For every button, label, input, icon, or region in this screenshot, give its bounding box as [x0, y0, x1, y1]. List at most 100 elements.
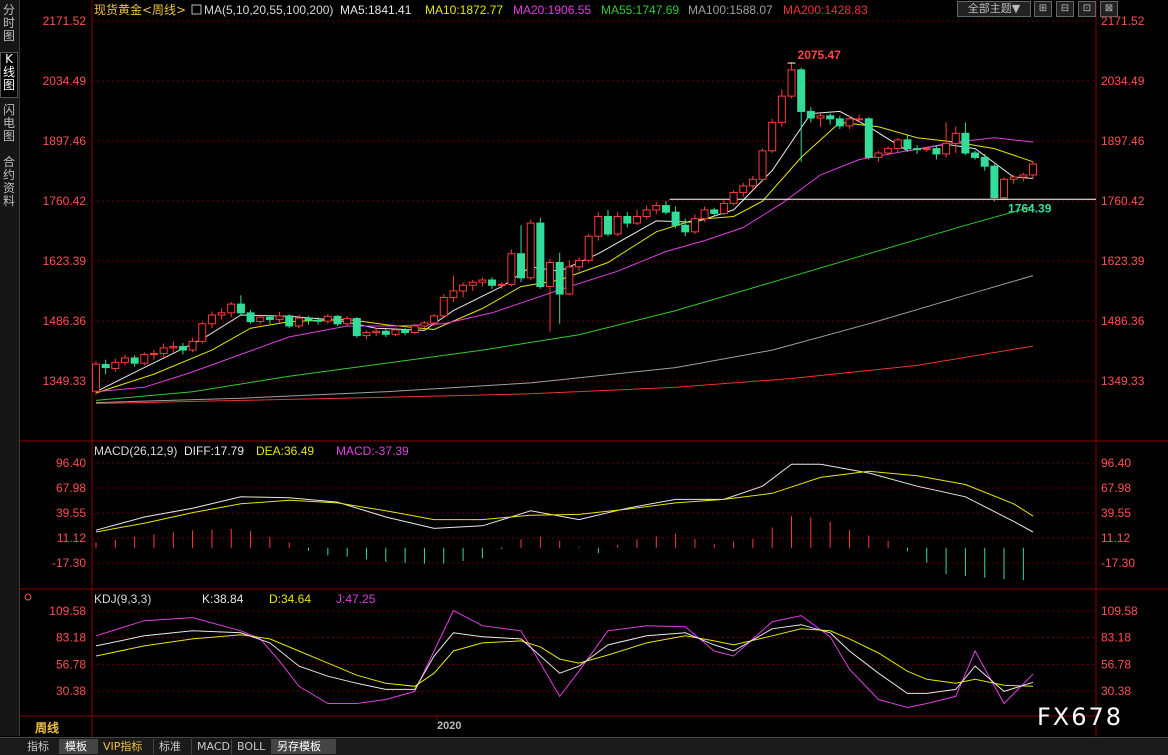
- candle-body: [381, 330, 390, 335]
- candle-body: [343, 318, 352, 325]
- candle-body: [884, 148, 893, 154]
- macd-dea-line: [95, 470, 1034, 533]
- tab-kline[interactable]: K线图: [0, 52, 18, 98]
- candle-body: [835, 118, 844, 127]
- candle-body: [449, 290, 458, 299]
- y-tick-label-left: -17.30: [52, 556, 86, 570]
- candle-body: [256, 316, 265, 323]
- kdj-legend-item: K:38.84: [202, 592, 244, 606]
- candle-body: [661, 205, 670, 213]
- y-tick-label-left: 2034.49: [43, 74, 87, 88]
- candle-body: [913, 148, 922, 151]
- candle-body: [140, 353, 149, 364]
- candle-body: [903, 139, 912, 150]
- macd-legend-item: MACD(26,12,9): [94, 444, 177, 458]
- time-axis-label: 2020: [437, 720, 461, 732]
- candle-body: [864, 118, 873, 158]
- layout-split-icon[interactable]: ⊟: [1056, 1, 1074, 17]
- candle-body: [401, 329, 410, 334]
- ma-legend-item: MA10:1872.77: [425, 3, 503, 17]
- y-tick-label-left: 39.55: [56, 506, 86, 520]
- y-tick-label-right: 39.55: [1101, 506, 1131, 520]
- candle-body: [671, 211, 680, 226]
- candle-body: [352, 318, 361, 337]
- y-tick-label-left: 1760.42: [43, 194, 87, 208]
- candle-body: [410, 325, 419, 334]
- candle-body: [217, 312, 226, 316]
- kline-chart[interactable]: 2171.52 2171.52 2034.49 2034.49 1897.46 1897.…: [0, 0, 1168, 737]
- bottom-tab-5[interactable]: BOLL: [232, 739, 272, 754]
- kdj-legend-item: D:34.64: [269, 592, 311, 606]
- candle-body: [159, 347, 168, 355]
- bottom-tab-4[interactable]: MACD: [192, 739, 232, 754]
- y-tick-label-left: 1623.39: [43, 254, 87, 268]
- candle-body: [777, 95, 786, 123]
- ma-legend-item: MA100:1588.07: [688, 3, 773, 17]
- y-tick-label-left: 83.18: [56, 631, 86, 645]
- tab-lightning-chart[interactable]: 闪电图: [2, 103, 15, 143]
- instrument-name: 现货黄金<周线>: [94, 2, 186, 17]
- bottom-tab-3[interactable]: 标准: [154, 739, 192, 754]
- candle-body: [739, 185, 748, 193]
- y-tick-label-right: 109.58: [1101, 604, 1138, 618]
- candle-body: [420, 322, 429, 327]
- candle-body: [932, 148, 941, 155]
- candle-body: [488, 279, 497, 286]
- ma-legend-item: MA200:1428.83: [783, 3, 868, 17]
- bottom-tab-2[interactable]: VIP指标: [98, 739, 154, 754]
- y-tick-label-right: 96.40: [1101, 456, 1131, 470]
- y-tick-label-right: 1486.36: [1101, 314, 1145, 328]
- candle-body: [855, 118, 864, 121]
- candle-body: [845, 118, 854, 127]
- candle-body: [207, 314, 216, 325]
- candle-body: [603, 216, 612, 235]
- candle-body: [642, 209, 651, 218]
- candle-body: [333, 315, 342, 325]
- y-tick-label-left: 30.38: [56, 684, 86, 698]
- candle-body: [362, 332, 371, 337]
- y-tick-label-left: 56.78: [56, 657, 86, 671]
- macd-legend-item: DIFF:17.79: [184, 444, 244, 458]
- candle-body: [1009, 176, 1018, 180]
- ma-line-ma10: [95, 121, 1034, 394]
- candle-body: [314, 319, 323, 322]
- candle-body: [285, 315, 294, 327]
- y-tick-label-right: 1349.33: [1101, 374, 1145, 388]
- candle-body: [768, 121, 777, 152]
- theme-dropdown[interactable]: 全部主题▼: [957, 1, 1031, 17]
- candle-body: [565, 266, 574, 295]
- bottom-tab-1[interactable]: 模板: [60, 739, 98, 754]
- candle-body: [681, 224, 690, 233]
- candle-body: [265, 316, 274, 320]
- candle-body: [1000, 178, 1009, 199]
- candle-body: [613, 216, 622, 235]
- tab-contract-info[interactable]: 合约资料: [2, 155, 15, 208]
- ma-line-ma55: [95, 205, 1034, 401]
- candle-body: [1029, 163, 1038, 176]
- kdj-legend-item: J:47.25: [336, 592, 376, 606]
- candle-body: [710, 209, 719, 214]
- y-tick-label-left: 67.98: [56, 481, 86, 495]
- layout-grid-icon[interactable]: ⊞: [1034, 1, 1052, 17]
- candle-body: [304, 317, 313, 321]
- kdj-j-line: [95, 609, 1034, 709]
- candle-body: [130, 357, 139, 364]
- candle-body: [816, 115, 825, 119]
- y-tick-label-right: 2171.52: [1101, 14, 1145, 28]
- ma-legend-item: MA20:1906.55: [513, 3, 591, 17]
- period-label[interactable]: 周线: [35, 721, 60, 735]
- candle-body: [497, 283, 506, 286]
- bottom-tab-0[interactable]: 指标: [22, 739, 60, 754]
- candle-body: [169, 346, 178, 349]
- candle-body: [623, 216, 632, 224]
- y-tick-label-left: 1897.46: [43, 134, 87, 148]
- y-tick-label-right: 56.78: [1101, 657, 1131, 671]
- kdj-settings-icon: [24, 593, 32, 601]
- candle-body: [526, 222, 535, 279]
- close-chart-icon[interactable]: ⊠: [1100, 1, 1118, 17]
- y-tick-label-left: 2171.52: [43, 14, 87, 28]
- layout-single-icon[interactable]: ⊡: [1078, 1, 1096, 17]
- bottom-tab-6[interactable]: 另存模板: [272, 739, 336, 754]
- tab-time-sharing[interactable]: 分时图: [2, 3, 15, 43]
- candle-body: [188, 340, 197, 351]
